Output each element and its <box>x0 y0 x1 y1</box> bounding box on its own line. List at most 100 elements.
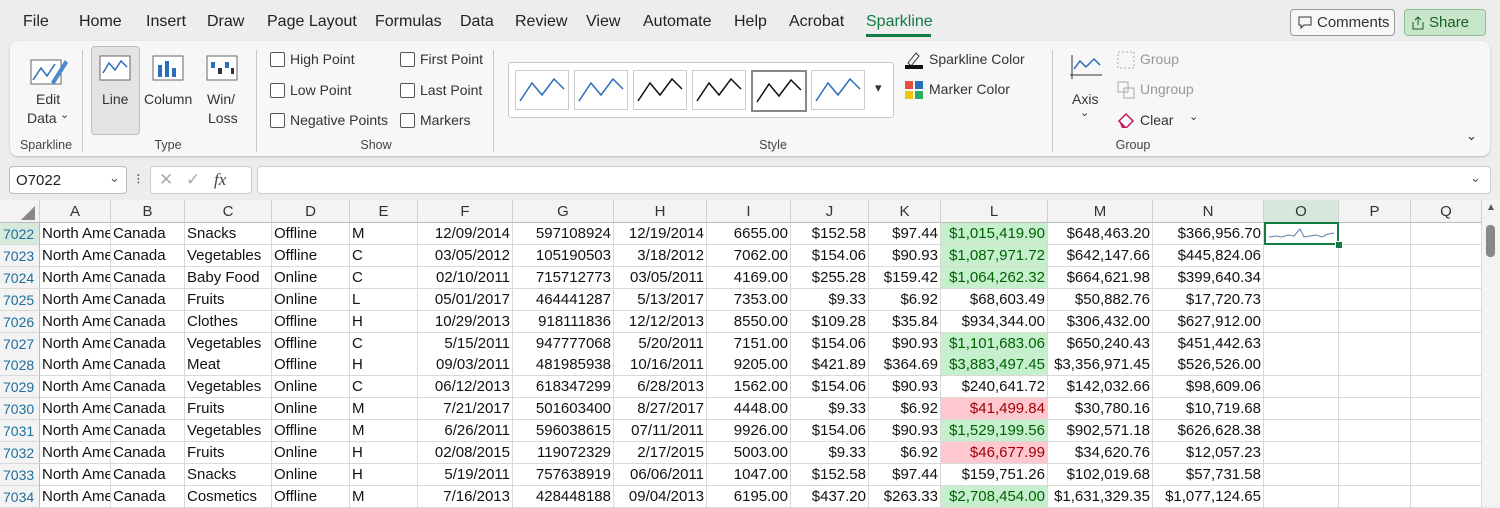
win-loss-label[interactable]: Win/ <box>207 91 235 107</box>
group-button[interactable]: Group <box>1140 51 1179 67</box>
cell[interactable] <box>1264 311 1339 333</box>
cell[interactable]: North Ame <box>40 442 111 464</box>
cell[interactable]: C <box>350 333 418 355</box>
row-header[interactable]: 7030 <box>0 398 40 420</box>
cell[interactable]: $6.92 <box>869 289 941 311</box>
cell[interactable]: $2,708,454.00 <box>941 486 1048 508</box>
cell[interactable]: C <box>350 376 418 398</box>
cell[interactable]: $934,344.00 <box>941 311 1048 333</box>
cell[interactable]: Canada <box>111 311 185 333</box>
cell[interactable]: 03/05/2012 <box>418 245 513 267</box>
cell[interactable]: Online <box>272 442 350 464</box>
cell[interactable]: 618347299 <box>513 376 614 398</box>
menu-tab[interactable]: Page Layout <box>267 13 357 31</box>
style-thumbnail[interactable] <box>751 70 807 112</box>
cell[interactable]: $12,057.23 <box>1153 442 1264 464</box>
cell[interactable]: $9.33 <box>791 398 869 420</box>
cell[interactable]: North Ame <box>40 223 111 245</box>
menu-tab[interactable]: Sparkline <box>866 13 933 31</box>
cell[interactable]: Snacks <box>185 464 272 486</box>
cell[interactable]: 8550.00 <box>707 311 791 333</box>
menu-tab[interactable]: Review <box>515 13 567 31</box>
row-header[interactable]: 7034 <box>0 486 40 508</box>
cell[interactable] <box>1411 420 1482 442</box>
column-header[interactable]: E <box>350 200 418 223</box>
cell[interactable]: Online <box>272 464 350 486</box>
cell[interactable]: $255.28 <box>791 267 869 289</box>
column-header[interactable]: F <box>418 200 513 223</box>
row-header[interactable]: 7024 <box>0 267 40 289</box>
line-label[interactable]: Line <box>102 91 128 107</box>
cell[interactable]: 715712773 <box>513 267 614 289</box>
cell[interactable]: Canada <box>111 223 185 245</box>
cell[interactable]: $90.93 <box>869 420 941 442</box>
cell[interactable] <box>1264 289 1339 311</box>
cell[interactable]: $240,641.72 <box>941 376 1048 398</box>
cell[interactable]: Canada <box>111 420 185 442</box>
cell[interactable]: $30,780.16 <box>1048 398 1153 420</box>
cell[interactable]: North Ame <box>40 464 111 486</box>
column-header[interactable]: B <box>111 200 185 223</box>
cell[interactable]: North Ame <box>40 267 111 289</box>
comments-button[interactable]: Comments <box>1290 9 1395 36</box>
fill-handle[interactable] <box>1335 241 1343 249</box>
cell[interactable]: Vegetables <box>185 376 272 398</box>
column-header[interactable]: Q <box>1411 200 1482 223</box>
cell[interactable]: $642,147.66 <box>1048 245 1153 267</box>
dropdown-arrow[interactable]: ⌄ <box>109 170 120 186</box>
cell[interactable]: 1562.00 <box>707 376 791 398</box>
cell[interactable]: C <box>350 267 418 289</box>
row-header[interactable]: 7028 <box>0 354 40 376</box>
cell[interactable]: 6/26/2011 <box>418 420 513 442</box>
menu-tab[interactable]: Insert <box>146 13 186 31</box>
cell[interactable]: $154.06 <box>791 376 869 398</box>
cell[interactable]: $1,631,329.35 <box>1048 486 1153 508</box>
cell[interactable]: North Ame <box>40 311 111 333</box>
checkbox[interactable] <box>270 83 285 98</box>
cell[interactable]: North Ame <box>40 376 111 398</box>
cell[interactable] <box>1411 442 1482 464</box>
axis-label[interactable]: Axis <box>1072 91 1098 107</box>
cell[interactable]: 757638919 <box>513 464 614 486</box>
cell[interactable]: $306,432.00 <box>1048 311 1153 333</box>
cell[interactable]: $57,731.58 <box>1153 464 1264 486</box>
cell[interactable]: $1,015,419.90 <box>941 223 1048 245</box>
cell[interactable]: M <box>350 398 418 420</box>
cell[interactable]: 105190503 <box>513 245 614 267</box>
column-header[interactable]: O <box>1264 200 1339 223</box>
cell[interactable] <box>1411 376 1482 398</box>
cell[interactable] <box>1264 486 1339 508</box>
cell[interactable]: 06/06/2011 <box>614 464 707 486</box>
row-header[interactable]: 7026 <box>0 311 40 333</box>
gallery-more[interactable]: ▾ <box>875 80 882 96</box>
cell[interactable]: 6/28/2013 <box>614 376 707 398</box>
cell[interactable]: 3/18/2012 <box>614 245 707 267</box>
cell[interactable] <box>1411 223 1482 245</box>
sparkline-color-label[interactable]: Sparkline Color <box>929 51 1025 67</box>
cell[interactable]: $50,882.76 <box>1048 289 1153 311</box>
cell[interactable]: 5/13/2017 <box>614 289 707 311</box>
cell[interactable]: $154.06 <box>791 245 869 267</box>
cell[interactable] <box>1339 223 1411 245</box>
cell[interactable]: M <box>350 486 418 508</box>
cell[interactable]: Canada <box>111 267 185 289</box>
cell[interactable]: Canada <box>111 398 185 420</box>
cell[interactable] <box>1411 245 1482 267</box>
cell[interactable]: $17,720.73 <box>1153 289 1264 311</box>
cell[interactable] <box>1339 333 1411 355</box>
row-header[interactable]: 7022 <box>0 223 40 245</box>
cell[interactable]: Vegetables <box>185 420 272 442</box>
cell[interactable]: Online <box>272 376 350 398</box>
cell[interactable]: $650,240.43 <box>1048 333 1153 355</box>
cell[interactable] <box>1339 245 1411 267</box>
cell[interactable]: $421.89 <box>791 354 869 376</box>
cell[interactable]: $445,824.06 <box>1153 245 1264 267</box>
cell[interactable]: Canada <box>111 486 185 508</box>
cell[interactable] <box>1339 464 1411 486</box>
cell[interactable]: Canada <box>111 376 185 398</box>
dropdown-arrow[interactable]: ⌄ <box>1080 106 1089 119</box>
cell[interactable]: M <box>350 223 418 245</box>
clear-button[interactable]: Clear <box>1140 112 1173 128</box>
cell[interactable]: 5/20/2011 <box>614 333 707 355</box>
cell[interactable]: North Ame <box>40 333 111 355</box>
